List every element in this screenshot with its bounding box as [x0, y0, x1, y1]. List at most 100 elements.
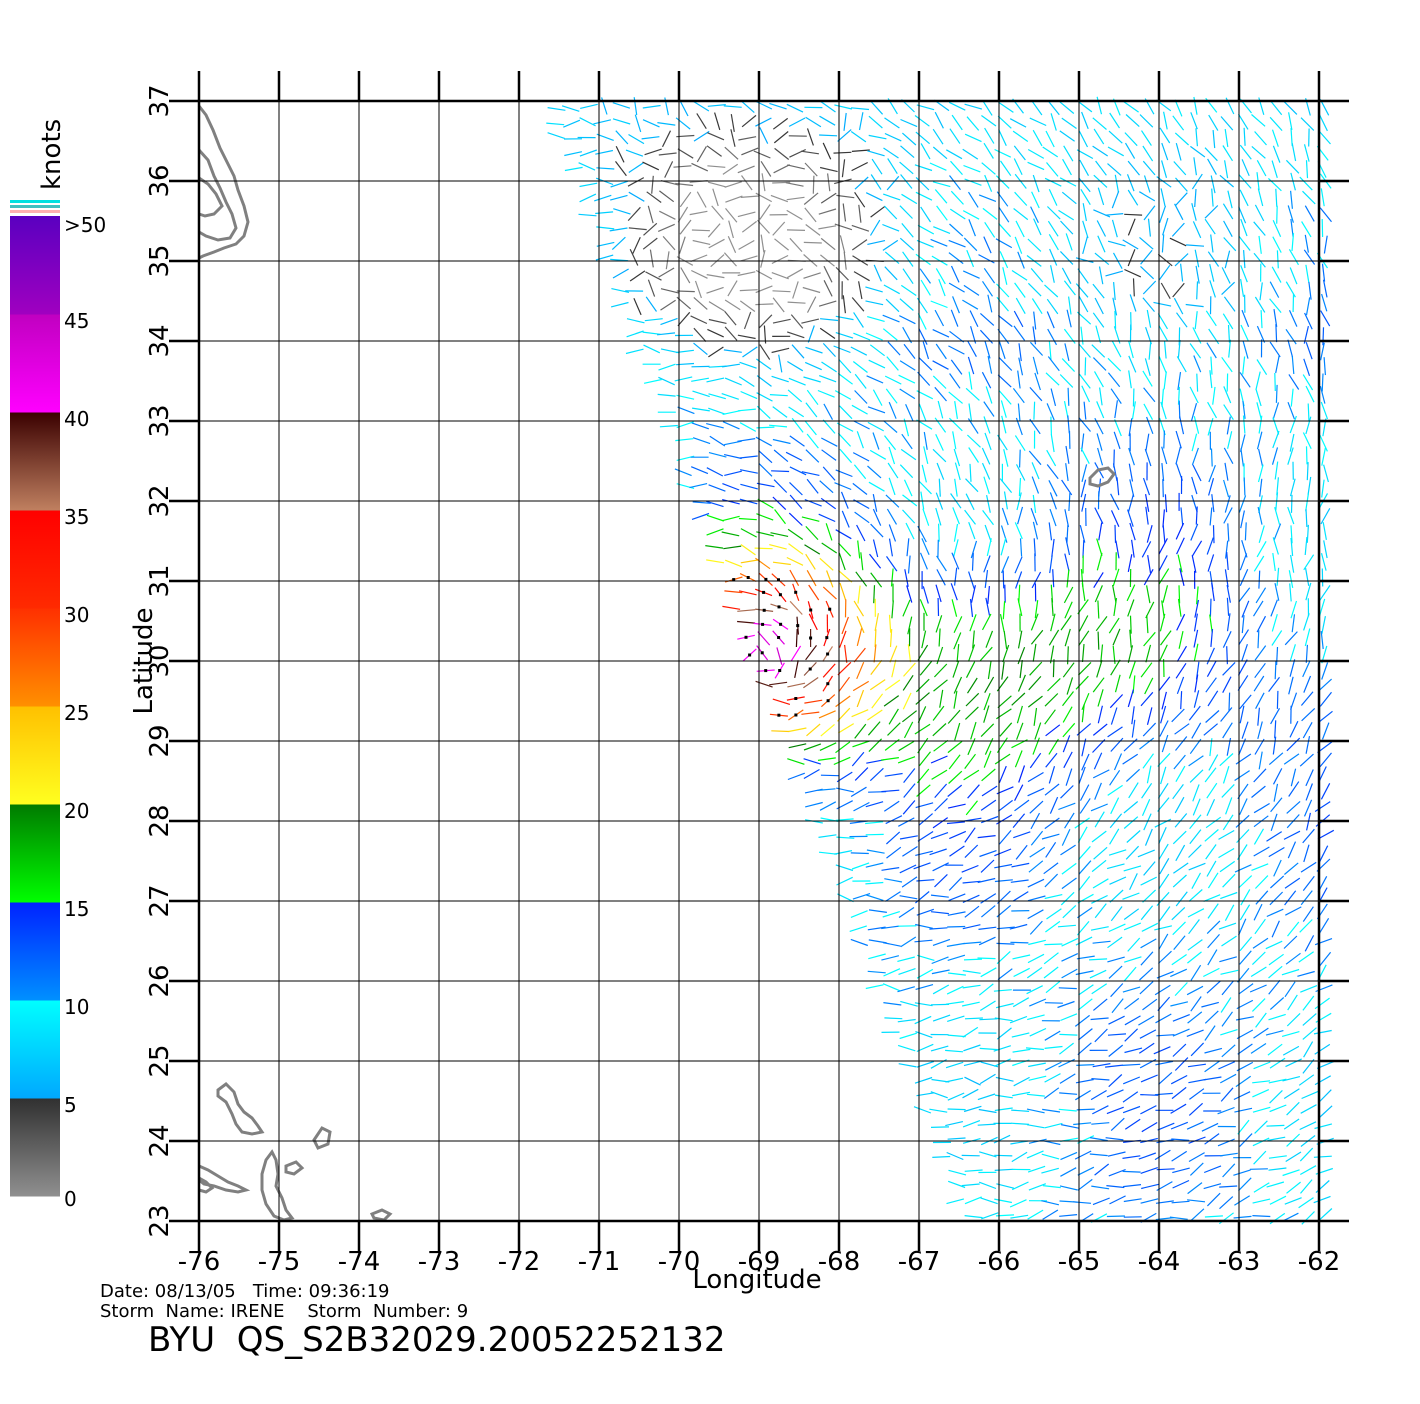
wind-vector [807, 479, 818, 493]
wind-vector [1002, 416, 1006, 434]
wind-vector [823, 143, 831, 159]
wind-vector [1207, 538, 1213, 555]
wind-vector [1083, 237, 1088, 254]
wind-vector [963, 925, 981, 929]
wind-vector [1269, 1014, 1286, 1019]
wind-vector [788, 302, 806, 303]
wind-vector [1290, 644, 1295, 661]
wind-vector [787, 165, 805, 169]
wind-vector [1144, 388, 1155, 402]
wind-vector [919, 814, 933, 826]
wind-vector [980, 647, 992, 660]
wind-vector [1161, 767, 1166, 784]
wind-vector [1252, 1081, 1270, 1083]
wind-vector [1012, 693, 1025, 705]
wind-vector [789, 728, 807, 732]
rain-flag [778, 605, 781, 608]
wind-vector [1287, 738, 1300, 751]
wind-vector [826, 523, 832, 540]
wind-vector [851, 911, 868, 918]
wind-vector [1256, 372, 1260, 390]
wind-vector [1275, 507, 1280, 524]
wind-vector [966, 479, 979, 492]
wind-vector [1098, 632, 1099, 650]
wind-vector [868, 422, 884, 431]
wind-vector [884, 969, 901, 976]
wind-vector [1268, 1044, 1282, 1055]
wind-vector [1205, 1216, 1223, 1217]
wind-vector [1115, 311, 1116, 329]
wind-vector [1141, 939, 1157, 948]
wind-vector [1223, 874, 1236, 887]
wind-vector [981, 906, 995, 918]
wind-vector [1219, 957, 1236, 962]
wind-vector [1063, 723, 1075, 737]
legend-unit: knots [37, 119, 67, 190]
wind-vector [978, 836, 996, 838]
wind-vector [1290, 310, 1297, 326]
wind-vector [1254, 253, 1265, 267]
wind-vector [994, 1199, 1012, 1202]
wind-vector [1189, 863, 1206, 870]
wind-vector [1194, 356, 1201, 373]
wind-vector [1164, 431, 1165, 449]
wind-vector [1322, 553, 1327, 570]
wind-vector [1301, 692, 1313, 706]
wind-vector [884, 801, 899, 811]
wind-vector [1304, 555, 1314, 570]
wind-vector [947, 927, 965, 928]
wind-vector [868, 466, 882, 478]
wind-vector [1109, 924, 1126, 931]
wind-vector [1224, 405, 1234, 420]
wind-vector [931, 239, 948, 246]
wind-vector [1140, 1106, 1156, 1114]
wind-vector [888, 342, 900, 355]
wind-vector [772, 348, 790, 352]
wind-vector [1239, 175, 1251, 189]
wind-vector [983, 614, 991, 630]
lat-tick-label: 23 [145, 1204, 175, 1237]
wind-vector [723, 546, 741, 549]
wind-vector [901, 937, 916, 947]
wind-vector [1014, 1077, 1030, 1085]
wind-vector [1000, 723, 1012, 737]
wind-vector [1140, 738, 1154, 749]
wind-vector [789, 118, 805, 126]
wind-vector [887, 176, 899, 190]
wind-vector [1080, 525, 1085, 542]
wind-vector [1282, 1032, 1299, 1037]
wind-vector [966, 494, 974, 510]
wind-vector [1269, 1156, 1287, 1158]
wind-vector [973, 553, 974, 571]
wind-vector [1014, 146, 1025, 160]
wind-vector [855, 192, 865, 207]
wind-vector [1321, 402, 1327, 419]
wind-vector [1220, 1030, 1237, 1035]
wind-vector [1277, 568, 1279, 586]
wind-vector [1253, 1107, 1270, 1112]
wind-vector [935, 874, 948, 887]
wind-vector [1253, 938, 1268, 948]
lon-tick-label: -66 [978, 1247, 1020, 1277]
wind-vector [1154, 926, 1172, 930]
wind-vector [546, 123, 564, 125]
lat-tick-label: 24 [145, 1124, 175, 1157]
wind-vector [1144, 404, 1153, 420]
wind-vector [997, 284, 1009, 297]
wind-vector [1042, 1109, 1060, 1112]
wind-vector [882, 225, 899, 232]
wind-vector [1049, 189, 1057, 205]
wind-vector [1110, 1196, 1126, 1204]
wind-vector [1194, 97, 1197, 115]
wind-vector [867, 376, 884, 383]
wind-vector [790, 467, 806, 475]
wind-vector [963, 1045, 980, 1051]
wind-vector [1045, 921, 1060, 932]
wind-vector [950, 846, 965, 856]
rain-flag [761, 651, 764, 654]
wind-vector [792, 418, 803, 432]
wind-vector [1096, 161, 1107, 175]
wind-vector [755, 558, 770, 569]
wind-vector [984, 693, 990, 710]
